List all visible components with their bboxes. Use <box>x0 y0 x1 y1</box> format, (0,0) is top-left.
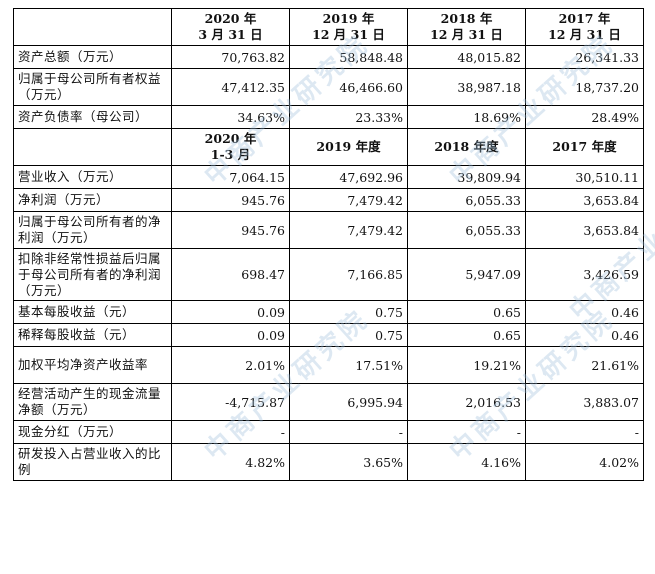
financial-table-wrapper: 2020 年 3 月 31 日 2019 年 12 月 31 日 2018 年 … <box>13 8 644 481</box>
financial-summary-table: 2020 年 3 月 31 日 2019 年 12 月 31 日 2018 年 … <box>13 8 644 481</box>
cell-value: 3,653.84 <box>525 188 644 212</box>
row-label: 加权平均净资产收益率 <box>13 346 172 384</box>
cell-value: 5,947.09 <box>407 248 526 301</box>
cell-value: 0.09 <box>171 323 290 347</box>
cell-value: 23.33% <box>289 105 408 129</box>
table-row-parent-equity: 归属于母公司所有者权益（万元） 47,412.35 46,466.60 38,9… <box>13 68 644 106</box>
row-label: 归属于母公司所有者权益（万元） <box>13 68 172 106</box>
cell-value: 19.21% <box>407 346 526 384</box>
header-corner-cell <box>13 128 172 166</box>
cell-value: 30,510.11 <box>525 165 644 189</box>
cell-value: 3,883.07 <box>525 383 644 421</box>
cell-value: 4.82% <box>171 443 290 481</box>
cell-value: - <box>289 420 408 444</box>
header-col-2018-year: 2018 年度 <box>407 128 526 166</box>
header-corner-cell <box>13 8 172 46</box>
row-label: 营业收入（万元） <box>13 165 172 189</box>
table-row-rd-ratio: 研发投入占营业收入的比例 4.82% 3.65% 4.16% 4.02% <box>13 443 644 481</box>
row-label: 经营活动产生的现金流量净额（万元） <box>13 383 172 421</box>
cell-value: 47,412.35 <box>171 68 290 106</box>
cell-value: - <box>407 420 526 444</box>
header-col-2020-03-31: 2020 年 3 月 31 日 <box>171 8 290 46</box>
table-row-net-profit: 净利润（万元） 945.76 7,479.42 6,055.33 3,653.8… <box>13 188 644 212</box>
cell-value: 38,987.18 <box>407 68 526 106</box>
cell-value: 34.63% <box>171 105 290 129</box>
cell-value: 4.02% <box>525 443 644 481</box>
cell-value: 0.75 <box>289 300 408 324</box>
header-col-2017-year: 2017 年度 <box>525 128 644 166</box>
row-label: 稀释每股收益（元） <box>13 323 172 347</box>
row-label: 资产负债率（母公司） <box>13 105 172 129</box>
cell-value: 0.46 <box>525 300 644 324</box>
header-col-2019-year: 2019 年度 <box>289 128 408 166</box>
cell-value: 0.65 <box>407 300 526 324</box>
cell-value: 3,426.59 <box>525 248 644 301</box>
cell-value: 70,763.82 <box>171 45 290 69</box>
cell-value: 28.49% <box>525 105 644 129</box>
table-row-weighted-roe: 加权平均净资产收益率 2.01% 17.51% 19.21% 21.61% <box>13 346 644 384</box>
row-label: 现金分红（万元） <box>13 420 172 444</box>
cell-value: 3,653.84 <box>525 211 644 249</box>
cell-value: 3.65% <box>289 443 408 481</box>
cell-value: 2,016.53 <box>407 383 526 421</box>
cell-value: 26,341.33 <box>525 45 644 69</box>
cell-value: 21.61% <box>525 346 644 384</box>
cell-value: 17.51% <box>289 346 408 384</box>
table-row-diluted-eps: 稀释每股收益（元） 0.09 0.75 0.65 0.46 <box>13 323 644 347</box>
cell-value: 7,166.85 <box>289 248 408 301</box>
table-row-operating-cash-flow: 经营活动产生的现金流量净额（万元） -4,715.87 6,995.94 2,0… <box>13 383 644 421</box>
header-row-balance-dates: 2020 年 3 月 31 日 2019 年 12 月 31 日 2018 年 … <box>13 8 644 46</box>
cell-value: 47,692.96 <box>289 165 408 189</box>
cell-value: 6,055.33 <box>407 211 526 249</box>
header-col-2018-12-31: 2018 年 12 月 31 日 <box>407 8 526 46</box>
cell-value: 6,055.33 <box>407 188 526 212</box>
cell-value: -4,715.87 <box>171 383 290 421</box>
table-row-parent-net-profit: 归属于母公司所有者的净利润（万元） 945.76 7,479.42 6,055.… <box>13 211 644 249</box>
header-row-income-periods: 2020 年 1-3 月 2019 年度 2018 年度 2017 年度 <box>13 128 644 166</box>
cell-value: 18,737.20 <box>525 68 644 106</box>
row-label: 净利润（万元） <box>13 188 172 212</box>
cell-value: 698.47 <box>171 248 290 301</box>
cell-value: 7,479.42 <box>289 188 408 212</box>
cell-value: 48,015.82 <box>407 45 526 69</box>
cell-value: - <box>525 420 644 444</box>
table-row-cash-dividend: 现金分红（万元） - - - - <box>13 420 644 444</box>
cell-value: 18.69% <box>407 105 526 129</box>
header-col-2020-q1: 2020 年 1-3 月 <box>171 128 290 166</box>
cell-value: 46,466.60 <box>289 68 408 106</box>
cell-value: 0.75 <box>289 323 408 347</box>
table-row-total-assets: 资产总额（万元） 70,763.82 58,848.48 48,015.82 2… <box>13 45 644 69</box>
row-label: 资产总额（万元） <box>13 45 172 69</box>
cell-value: 7,064.15 <box>171 165 290 189</box>
cell-value: 7,479.42 <box>289 211 408 249</box>
cell-value: 945.76 <box>171 188 290 212</box>
table-row-revenue: 营业收入（万元） 7,064.15 47,692.96 39,809.94 30… <box>13 165 644 189</box>
row-label: 基本每股收益（元） <box>13 300 172 324</box>
cell-value: 4.16% <box>407 443 526 481</box>
table-row-debt-ratio: 资产负债率（母公司） 34.63% 23.33% 18.69% 28.49% <box>13 105 644 129</box>
cell-value: 0.46 <box>525 323 644 347</box>
header-col-2019-12-31: 2019 年 12 月 31 日 <box>289 8 408 46</box>
cell-value: 0.09 <box>171 300 290 324</box>
table-row-basic-eps: 基本每股收益（元） 0.09 0.75 0.65 0.46 <box>13 300 644 324</box>
cell-value: 39,809.94 <box>407 165 526 189</box>
row-label: 研发投入占营业收入的比例 <box>13 443 172 481</box>
cell-value: 0.65 <box>407 323 526 347</box>
header-col-2017-12-31: 2017 年 12 月 31 日 <box>525 8 644 46</box>
cell-value: - <box>171 420 290 444</box>
cell-value: 6,995.94 <box>289 383 408 421</box>
cell-value: 2.01% <box>171 346 290 384</box>
table-row-adjusted-net-profit: 扣除非经常性损益后归属于母公司所有者的净利润（万元） 698.47 7,166.… <box>13 248 644 301</box>
row-label: 扣除非经常性损益后归属于母公司所有者的净利润（万元） <box>13 248 172 301</box>
cell-value: 945.76 <box>171 211 290 249</box>
cell-value: 58,848.48 <box>289 45 408 69</box>
row-label: 归属于母公司所有者的净利润（万元） <box>13 211 172 249</box>
